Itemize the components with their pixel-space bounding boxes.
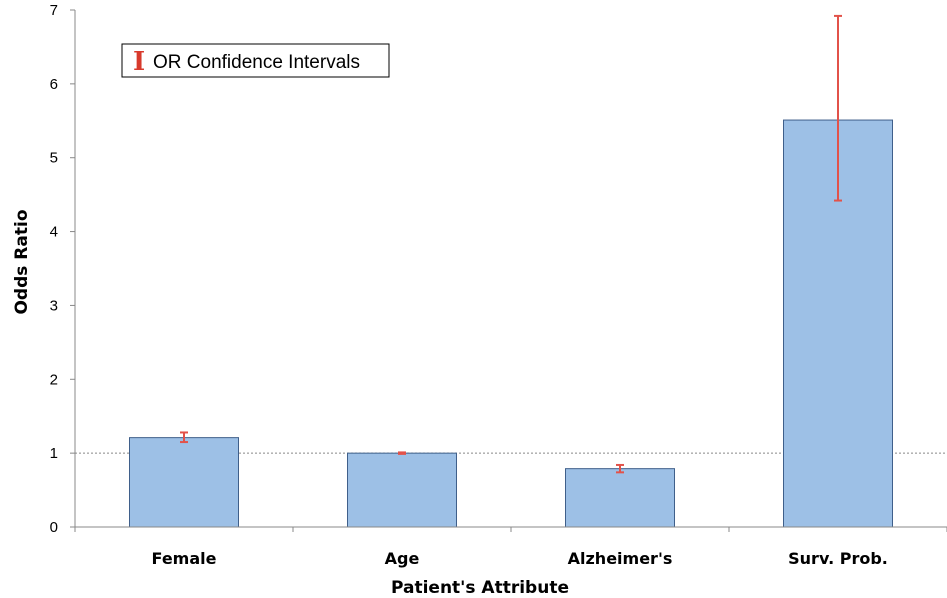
y-tick-label: 5 [50, 150, 58, 167]
labels-layer: Female Age Alzheimer's Surv. Prob. 0 1 2 3 4 5 6 7 [50, 2, 888, 568]
legend-box [121, 43, 390, 78]
error-bar [398, 451, 406, 455]
category-label: Surv. Prob. [788, 549, 888, 568]
bars-layer [129, 119, 893, 528]
y-axis-title: Odds Ratio [12, 209, 32, 314]
error-bars-layer [180, 14, 842, 474]
legend-label: OR Confidence Intervals [153, 52, 360, 73]
category-label: Female [152, 549, 217, 568]
category-label: Age [385, 549, 420, 568]
y-tick-label: 0 [50, 519, 58, 536]
legend-error-bar-glyph: I [133, 47, 145, 77]
y-tick-label: 7 [50, 2, 58, 19]
bar [347, 452, 457, 528]
bar [565, 468, 675, 528]
y-tick-label: 4 [50, 224, 58, 241]
error-bar [834, 14, 842, 202]
y-tick-label: 1 [50, 445, 58, 462]
y-tick-label: 2 [50, 371, 58, 388]
x-axis-title: Patient's Attribute [391, 578, 569, 598]
y-tick-label: 3 [50, 297, 58, 314]
y-tick-label: 6 [50, 76, 58, 93]
legend: I OR Confidence Intervals [121, 43, 390, 78]
axes-layer [70, 9, 947, 532]
category-label: Alzheimer's [568, 549, 673, 568]
error-bar [616, 463, 624, 474]
error-bar [180, 431, 188, 444]
bar [129, 437, 239, 528]
